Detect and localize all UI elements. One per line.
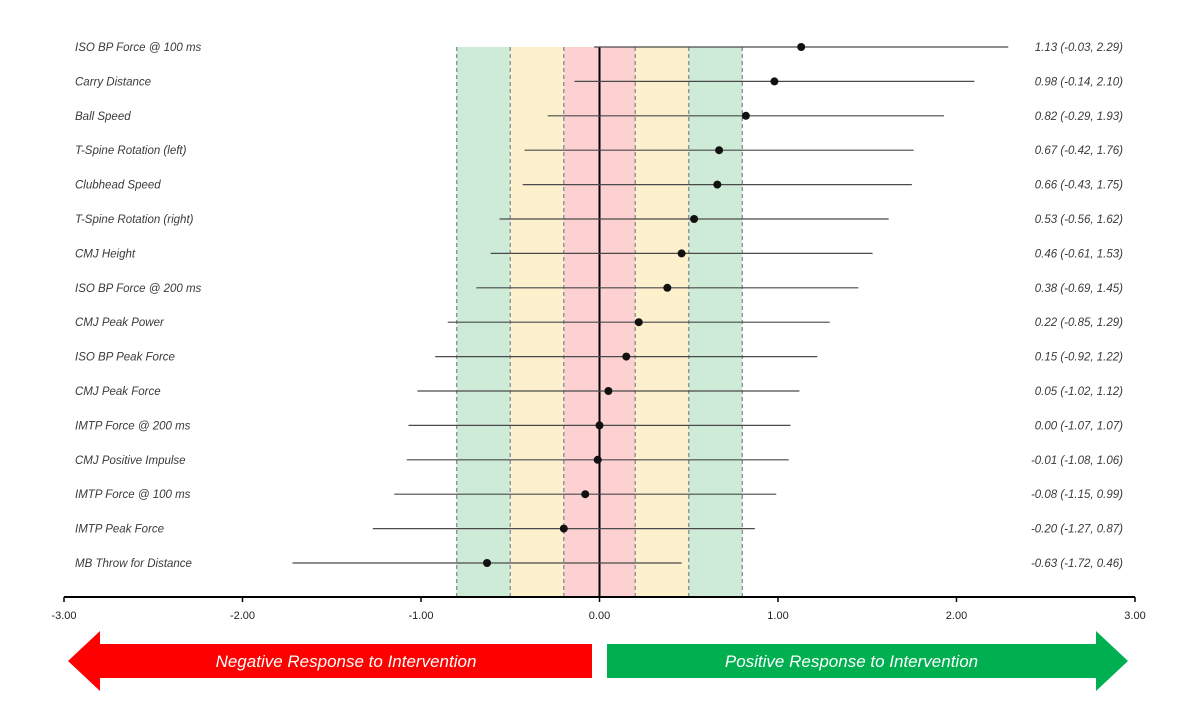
estimate-ci-label: 0.00 (-1.07, 1.07) [1035, 420, 1123, 432]
estimate-ci-label: 0.53 (-0.56, 1.62) [1035, 214, 1123, 226]
row-label: ISO BP Force @ 100 ms [75, 42, 202, 54]
point-estimate [742, 112, 750, 120]
x-tick-label: 2.00 [946, 610, 967, 622]
row-label: T-Spine Rotation (right) [75, 214, 194, 226]
row-label: Clubhead Speed [75, 180, 161, 192]
x-tick-label: -2.00 [230, 610, 255, 622]
estimate-ci-label: 0.67 (-0.42, 1.76) [1035, 145, 1123, 157]
row-label: CMJ Peak Power [75, 317, 165, 329]
x-tick-label: 0.00 [589, 610, 610, 622]
estimate-ci-label: 0.22 (-0.85, 1.29) [1035, 317, 1123, 329]
row-label: IMTP Force @ 100 ms [75, 489, 191, 501]
estimate-ci-label: -0.08 (-1.15, 0.99) [1031, 489, 1123, 501]
row-label: CMJ Positive Impulse [75, 455, 186, 467]
point-estimate [678, 249, 686, 257]
response-arrows: Negative Response to Intervention Positiv… [68, 631, 1128, 691]
point-estimate [770, 77, 778, 85]
estimate-ci-label: 0.38 (-0.69, 1.45) [1035, 283, 1123, 295]
estimate-ci-label: 0.05 (-1.02, 1.12) [1035, 386, 1123, 398]
point-estimate [604, 387, 612, 395]
row-label: CMJ Height [75, 248, 136, 260]
row-label: MB Throw for Distance [75, 558, 192, 570]
row-label: Carry Distance [75, 76, 151, 88]
x-tick-label: -3.00 [51, 610, 76, 622]
estimate-ci-label: 0.66 (-0.43, 1.75) [1035, 180, 1123, 192]
estimate-ci-label: 0.82 (-0.29, 1.93) [1035, 111, 1123, 123]
point-estimate [715, 146, 723, 154]
estimate-ci-label: 0.46 (-0.61, 1.53) [1035, 248, 1123, 260]
positive-response-label: Positive Response to Intervention [725, 652, 978, 671]
point-estimate [713, 181, 721, 189]
estimate-ci-label: -0.63 (-1.72, 0.46) [1031, 558, 1123, 570]
estimate-ci-label: 0.98 (-0.14, 2.10) [1035, 76, 1123, 88]
row-label: Ball Speed [75, 111, 131, 123]
point-estimate [690, 215, 698, 223]
x-tick-label: -1.00 [408, 610, 433, 622]
point-estimate [622, 353, 630, 361]
row-label: ISO BP Force @ 200 ms [75, 283, 202, 295]
row-label: ISO BP Peak Force [75, 352, 175, 364]
x-tick-label: 1.00 [767, 610, 788, 622]
estimate-ci-label: -0.20 (-1.27, 0.87) [1031, 524, 1123, 536]
row-label: IMTP Force @ 200 ms [75, 420, 191, 432]
point-estimate [797, 43, 805, 51]
point-estimate [663, 284, 671, 292]
point-estimate [581, 490, 589, 498]
row-label: CMJ Peak Force [75, 386, 161, 398]
row-label: IMTP Peak Force [75, 524, 164, 536]
estimate-ci-label: 0.15 (-0.92, 1.22) [1035, 352, 1123, 364]
row-label: T-Spine Rotation (left) [75, 145, 187, 157]
point-estimate [596, 421, 604, 429]
estimate-ci-label: 1.13 (-0.03, 2.29) [1035, 42, 1123, 54]
negative-response-label: Negative Response to Intervention [216, 652, 477, 671]
point-estimate [483, 559, 491, 567]
point-estimate [594, 456, 602, 464]
estimate-ci-label: -0.01 (-1.08, 1.06) [1031, 455, 1123, 467]
x-tick-label: 3.00 [1124, 610, 1145, 622]
point-estimate [635, 318, 643, 326]
point-estimate [560, 525, 568, 533]
x-axis-ticks: -3.00 -2.00 -1.00 0.00 1.00 2.00 3.00 [51, 597, 1145, 622]
